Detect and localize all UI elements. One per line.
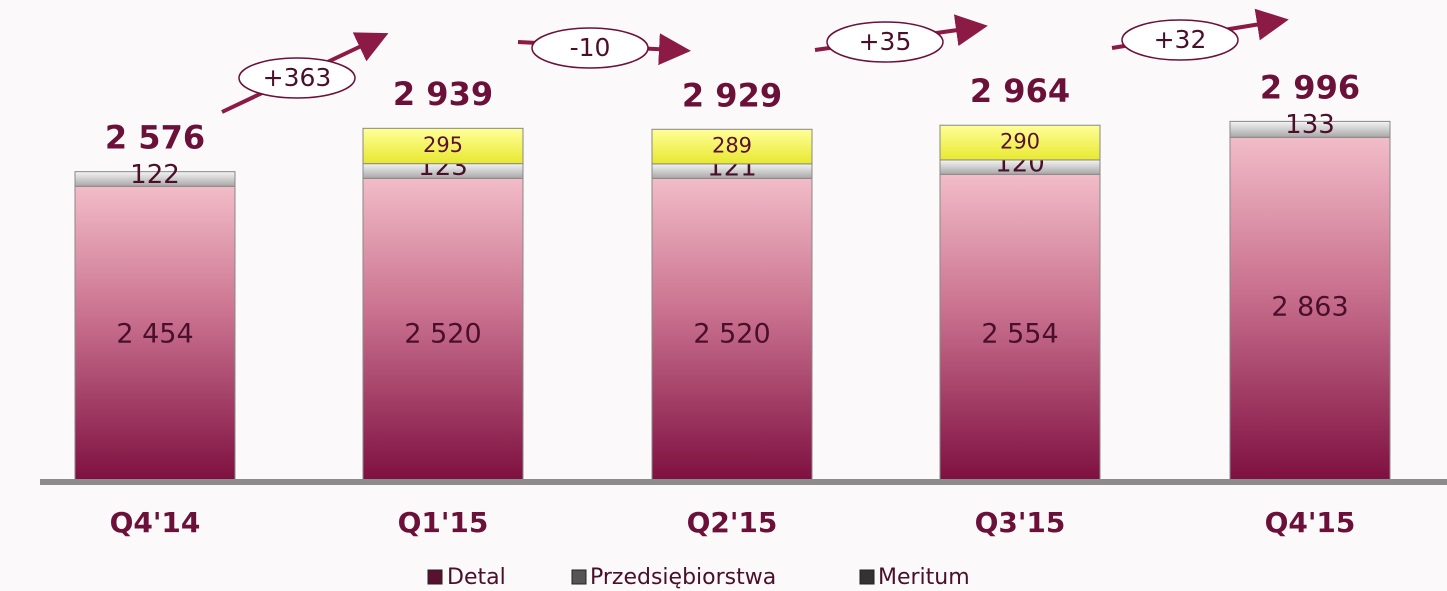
data-label: 2 454	[116, 319, 193, 350]
bar-segment	[74, 185, 236, 481]
bar-segment	[74, 171, 236, 187]
bar-segment	[362, 127, 524, 165]
legend-swatch	[859, 569, 875, 585]
change-bubble	[531, 27, 649, 69]
change-label: +35	[859, 27, 912, 56]
change-bubble	[826, 21, 944, 63]
bar-segment	[651, 128, 813, 165]
data-label: 2 520	[404, 319, 481, 350]
total-label: 2 996	[1260, 68, 1360, 106]
data-label: 2 863	[1271, 292, 1348, 323]
change-label: -10	[570, 33, 611, 62]
change-bubble	[238, 57, 356, 99]
bar-segment	[939, 173, 1101, 481]
total-label: 2 929	[682, 76, 782, 114]
x-tick-label: Q1'15	[398, 506, 489, 539]
legend-swatch	[571, 569, 587, 585]
legend-label: Detal	[447, 565, 506, 590]
data-label: 295	[423, 133, 463, 157]
bar-segment	[1229, 120, 1391, 138]
data-label: 2 520	[693, 319, 770, 350]
change-bubble	[1121, 19, 1239, 61]
data-label: 133	[1285, 110, 1335, 140]
x-tick-label: Q4'14	[110, 506, 201, 539]
data-label: 2 554	[981, 319, 1058, 350]
total-label: 2 964	[970, 72, 1070, 110]
total-label: 2 939	[393, 75, 493, 113]
data-label: 122	[130, 160, 180, 190]
x-tick-label: Q3'15	[975, 506, 1066, 539]
bar-segment	[939, 124, 1101, 161]
bar-segment	[362, 177, 524, 481]
bar-segment	[1229, 136, 1391, 481]
data-label: 290	[1000, 130, 1040, 154]
total-label: 2 576	[105, 119, 205, 157]
change-label: +363	[263, 63, 332, 92]
data-label: 289	[712, 134, 752, 158]
legend-swatch	[427, 569, 443, 585]
baseline	[40, 479, 1447, 485]
change-label: +32	[1154, 25, 1207, 54]
legend-label: Meritum	[878, 565, 970, 590]
x-tick-label: Q4'15	[1265, 506, 1356, 539]
x-tick-label: Q2'15	[687, 506, 778, 539]
legend-label: Przedsiębiorstwa	[590, 565, 776, 590]
